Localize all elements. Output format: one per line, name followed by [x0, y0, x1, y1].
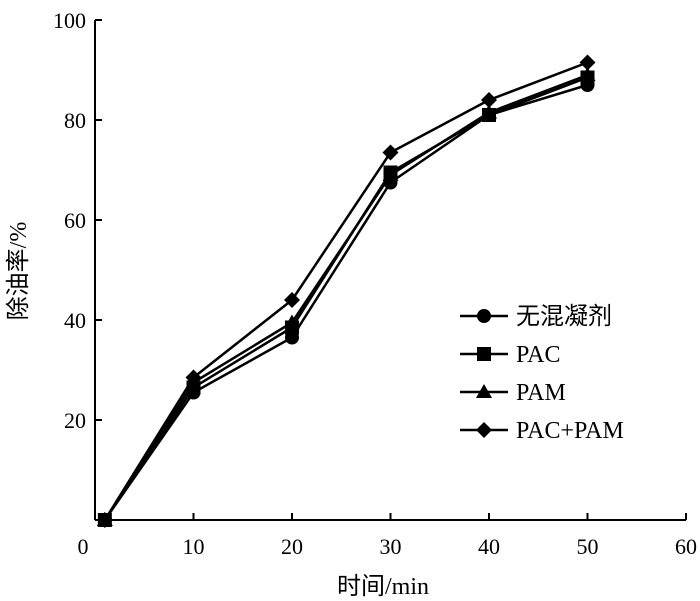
data-point — [481, 92, 497, 108]
legend-label: PAC+PAM — [516, 418, 624, 444]
axes — [94, 20, 686, 521]
legend-item-0: 无混凝剂 — [460, 303, 612, 330]
legend-item-1: PAC — [460, 342, 560, 368]
series-line — [103, 83, 588, 521]
y-axis-title: 除油率/% — [5, 222, 32, 321]
legend-marker — [477, 309, 491, 323]
series-line — [103, 76, 588, 521]
x-tick-label: 60 — [675, 534, 697, 559]
y-tick-label: 100 — [53, 8, 86, 33]
series-group — [96, 54, 596, 528]
y-tick-label: 40 — [64, 308, 86, 333]
data-point — [96, 512, 113, 528]
y-tick-label: 60 — [64, 208, 86, 233]
x-tick-label: 10 — [183, 534, 205, 559]
series-1 — [97, 70, 595, 527]
series-line — [103, 61, 588, 521]
data-point — [284, 314, 300, 329]
x-tick-label: 40 — [478, 534, 500, 559]
series-3 — [96, 54, 596, 528]
series-0 — [97, 78, 595, 527]
x-tick-label: 50 — [577, 534, 599, 559]
series-2 — [96, 67, 596, 526]
series-line — [103, 73, 588, 521]
legend: 无混凝剂 PAC PAM PAC+PAM — [460, 303, 624, 444]
legend-item-3: PAC+PAM — [460, 418, 624, 444]
x-axis-title: 时间/min — [337, 573, 429, 600]
data-point — [579, 54, 596, 71]
data-point — [579, 67, 596, 81]
legend-label: PAM — [516, 380, 566, 406]
data-point — [481, 104, 497, 119]
legend-item-2: PAM — [460, 380, 566, 406]
x-tick-label: 30 — [380, 534, 402, 559]
legend-label: 无混凝剂 — [516, 303, 612, 330]
data-point — [382, 144, 399, 161]
x-tick-label: 0 — [78, 534, 89, 559]
legend-label: PAC — [516, 342, 560, 368]
data-point — [185, 369, 202, 386]
legend-marker — [476, 422, 492, 438]
ticks: 0 10 20 30 40 50 60 20 40 60 80 100 — [53, 8, 697, 559]
y-tick-label: 20 — [64, 408, 86, 433]
y-tick-label: 80 — [64, 108, 86, 133]
legend-marker — [476, 384, 492, 398]
x-tick-label: 20 — [281, 534, 303, 559]
legend-marker — [477, 347, 491, 361]
data-point — [284, 292, 300, 308]
data-point — [382, 167, 399, 181]
